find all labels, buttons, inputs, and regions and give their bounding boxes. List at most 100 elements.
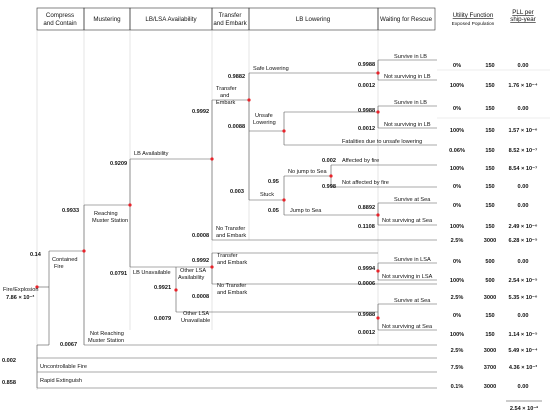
outcome-row: 0.06% 150 8.52 × 10⁻⁷ bbox=[449, 148, 538, 154]
node-dot bbox=[282, 129, 286, 133]
label-fire-explosion: Fire/Explosion bbox=[3, 287, 38, 293]
label-unsafe-lowering-1: Unsafe bbox=[255, 113, 273, 119]
svg-text:0%: 0% bbox=[453, 259, 461, 265]
label-not-survive-lb-2: Not surviving in LB bbox=[384, 122, 431, 128]
header-utility: Utility Function bbox=[453, 12, 494, 19]
label-transfer2-1: Transfer bbox=[217, 253, 238, 259]
label-stuck: Stuck bbox=[260, 192, 274, 198]
header-compress-2: and Contain bbox=[43, 20, 77, 27]
node-dot bbox=[210, 265, 214, 269]
prob-rapid: 0.858 bbox=[2, 380, 16, 386]
svg-text:150: 150 bbox=[485, 203, 494, 209]
svg-text:0.06%: 0.06% bbox=[449, 148, 465, 154]
node-dot bbox=[247, 98, 251, 102]
outcome-row: 100% 150 8.54 × 10⁻⁷ bbox=[450, 166, 538, 172]
label-lb-availability: LB Availability bbox=[134, 151, 169, 157]
outcome-row: 100% 150 1.14 × 10⁻⁵ bbox=[450, 332, 538, 338]
svg-text:150: 150 bbox=[485, 106, 494, 112]
prob-contained: 0.14 bbox=[30, 252, 42, 258]
node-dot bbox=[174, 288, 178, 292]
label-safe-lowering: Safe Lowering bbox=[253, 66, 289, 72]
svg-text:150: 150 bbox=[485, 332, 494, 338]
header-pll-1: PLL per bbox=[512, 9, 533, 16]
svg-text:6.28 × 10⁻⁵: 6.28 × 10⁻⁵ bbox=[508, 238, 537, 244]
outcome-table: 0% 150 0.00 100% 150 1.76 × 10⁻⁴ 0% 150 0.00 1… bbox=[449, 63, 538, 390]
prob-transfer: 0.9992 bbox=[192, 109, 209, 115]
svg-text:0.00: 0.00 bbox=[518, 106, 529, 112]
label-not-reaching-2: Muster Station bbox=[88, 338, 124, 344]
prob-other-lsa: 0.9921 bbox=[154, 285, 171, 291]
label-not-affected-fire: Not affected by fire bbox=[342, 180, 389, 186]
svg-text:150: 150 bbox=[485, 313, 494, 319]
outcome-row: 0% 500 0.00 bbox=[453, 259, 528, 265]
svg-text:0.00: 0.00 bbox=[518, 313, 529, 319]
node-dot bbox=[376, 71, 380, 75]
prob-not-reaching: 0.0067 bbox=[60, 342, 77, 348]
prob-safe: 0.9882 bbox=[228, 74, 245, 80]
svg-text:0%: 0% bbox=[453, 313, 461, 319]
outcome-row: 0% 150 0.00 bbox=[453, 184, 528, 190]
node-dots bbox=[35, 71, 380, 320]
svg-text:2.54 × 10⁻⁵: 2.54 × 10⁻⁵ bbox=[508, 278, 537, 284]
svg-text:1.57 × 10⁻⁶: 1.57 × 10⁻⁶ bbox=[508, 128, 537, 134]
svg-text:100%: 100% bbox=[450, 166, 464, 172]
svg-text:8.54 × 10⁻⁷: 8.54 × 10⁻⁷ bbox=[509, 166, 538, 172]
svg-text:0%: 0% bbox=[453, 106, 461, 112]
svg-text:3000: 3000 bbox=[484, 384, 496, 390]
outcome-row: 0% 150 0.00 bbox=[453, 106, 528, 112]
node-dot bbox=[128, 203, 132, 207]
label-transfer-3: Embark bbox=[216, 100, 235, 106]
label-other-lsa-unavail-2: Unavailable bbox=[181, 318, 210, 324]
label-lb-unavailable: LB Unavailable bbox=[133, 270, 171, 276]
label-no-transfer2-1: No Transfer bbox=[217, 283, 246, 289]
svg-text:0.00: 0.00 bbox=[518, 184, 529, 190]
node-dot bbox=[82, 249, 86, 253]
label-survive-sea-2: Survive at Sea bbox=[394, 298, 431, 304]
svg-text:150: 150 bbox=[485, 148, 494, 154]
outcome-row: 0% 150 0.00 bbox=[453, 63, 528, 69]
prob-lb-avail: 0.9209 bbox=[110, 161, 127, 167]
svg-text:100%: 100% bbox=[450, 128, 464, 134]
outcome-row: 7.5% 3700 4.36 × 10⁻³ bbox=[451, 364, 538, 371]
node-dot bbox=[210, 157, 214, 161]
svg-text:5.49 × 10⁻⁴: 5.49 × 10⁻⁴ bbox=[508, 348, 537, 354]
node-dot bbox=[376, 269, 380, 273]
svg-text:0.00: 0.00 bbox=[518, 259, 529, 265]
label-affected-fire: Affected by fire bbox=[342, 158, 379, 164]
svg-text:0%: 0% bbox=[453, 203, 461, 209]
prob-transfer-2: 0.9992 bbox=[192, 258, 209, 264]
label-no-jump: No jump to Sea bbox=[288, 169, 327, 175]
outcome-row: 0% 150 0.00 bbox=[453, 313, 528, 319]
svg-text:2.5%: 2.5% bbox=[451, 295, 464, 301]
svg-text:5.35 × 10⁻⁶: 5.35 × 10⁻⁶ bbox=[508, 295, 537, 301]
header-transfer-1: Transfer bbox=[219, 12, 242, 19]
node-dot bbox=[376, 110, 380, 114]
node-dot bbox=[376, 316, 380, 320]
svg-text:500: 500 bbox=[485, 259, 494, 265]
label-other-lsa-1: Other LSA bbox=[180, 268, 206, 274]
svg-text:150: 150 bbox=[485, 166, 494, 172]
prob-survive-lb-1: 0.9988 bbox=[358, 62, 375, 68]
svg-text:3000: 3000 bbox=[484, 295, 496, 301]
svg-text:150: 150 bbox=[485, 128, 494, 134]
svg-text:3700: 3700 bbox=[484, 365, 496, 371]
label-transfer-1: Transfer bbox=[216, 86, 237, 92]
label-survive-lb-2: Survive in LB bbox=[394, 100, 427, 106]
outcome-row: 100% 500 2.54 × 10⁻⁵ bbox=[450, 278, 538, 284]
prob-reaching: 0.9933 bbox=[62, 208, 79, 214]
node-dot bbox=[35, 285, 39, 289]
outcome-row: 100% 150 1.76 × 10⁻⁴ bbox=[450, 83, 538, 89]
outcome-row: 0% 150 0.00 bbox=[453, 203, 528, 209]
prob-lb-unavail: 0.0791 bbox=[110, 271, 127, 277]
prob-survive-sea-2: 0.9988 bbox=[358, 312, 375, 318]
label-fatalities-unsafe: Fatalities due to unsafe lowering bbox=[342, 139, 422, 145]
outcome-row: 100% 150 1.57 × 10⁻⁶ bbox=[450, 128, 538, 134]
label-reaching-muster-2: Muster Station bbox=[92, 218, 128, 224]
prob-survive-lsa: 0.9994 bbox=[358, 266, 376, 272]
outcome-row: 0.1% 3000 0.00 bbox=[451, 384, 529, 390]
label-no-transfer-2: and Embark bbox=[216, 233, 246, 239]
header-lb-lowering: LB Lowering bbox=[296, 16, 331, 23]
header-waiting: Waiting for Rescue bbox=[380, 16, 433, 23]
prob-not-affected: 0.998 bbox=[322, 184, 336, 190]
